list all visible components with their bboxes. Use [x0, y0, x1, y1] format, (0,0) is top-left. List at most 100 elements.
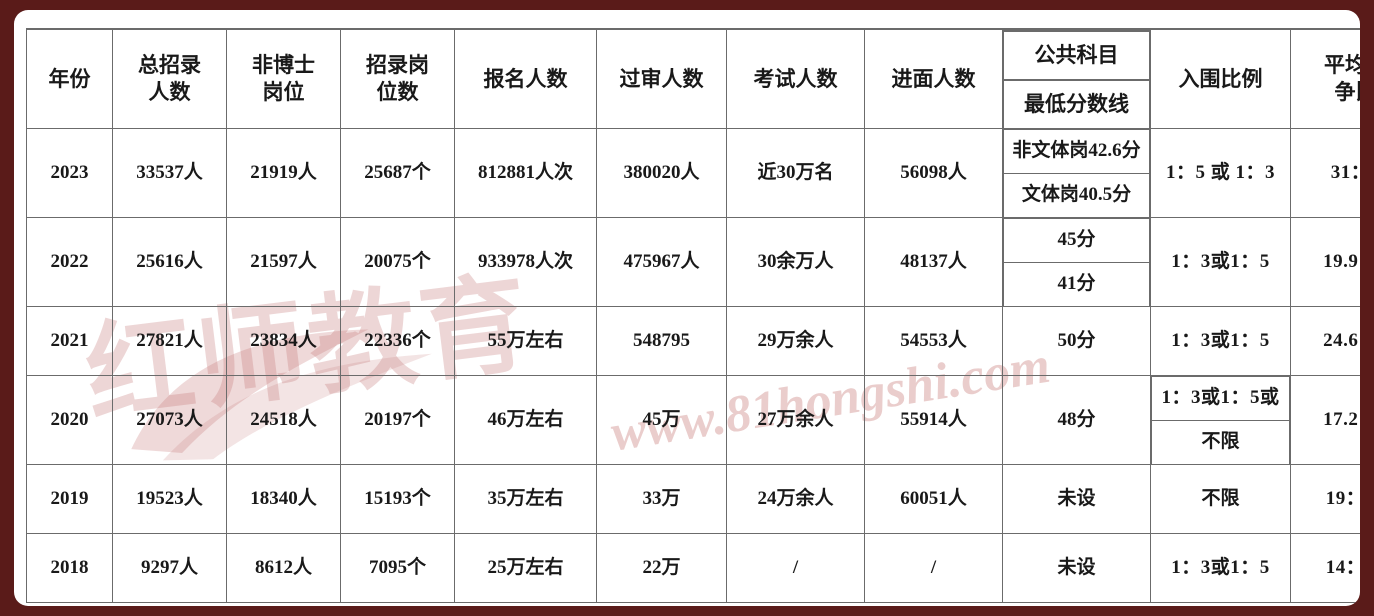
cell-interview-entrants: 54553人	[864, 306, 1003, 376]
col-header-year-label: 年份	[48, 66, 91, 91]
col-header-total-recruit: 总招录 人数	[112, 28, 227, 129]
col-header-shortlist-ratio-label: 入围比例	[1178, 66, 1263, 91]
cell-score-line: 未设	[1002, 533, 1151, 603]
col-header-avg-competition-label: 平均竞争比	[1324, 53, 1360, 104]
cell-applicants: 46万左右	[454, 375, 597, 465]
col-header-non-phd-posts: 非博士 岗位	[226, 28, 341, 129]
cell-year: 2022	[26, 217, 113, 307]
cell-avg-competition: 24.6：1	[1290, 306, 1360, 376]
shortlist-ratio-split: 1：3或1：5或 不限	[1151, 376, 1290, 464]
col-header-total-recruit-label: 总招录 人数	[138, 53, 201, 104]
cell-non-phd-posts: 24518人	[226, 375, 341, 465]
col-header-year: 年份	[26, 28, 113, 129]
cell-avg-competition: 19.9：1	[1290, 217, 1360, 307]
cell-applicants: 812881人次	[454, 128, 597, 218]
score-line-part: 非文体岗42.6分	[1003, 129, 1150, 174]
score-line-part: 41分	[1003, 261, 1150, 306]
cell-passed-review: 33万	[596, 464, 727, 534]
score-line-split: 非文体岗42.6分 文体岗40.5分	[1003, 129, 1150, 217]
cell-total-recruit: 9297人	[112, 533, 227, 603]
table-row: 2019 19523人 18340人 15193个 35万左右 33万 24万余…	[26, 464, 1360, 534]
cell-exam-takers: 30余万人	[726, 217, 865, 307]
col-header-non-phd-posts-label: 非博士 岗位	[252, 53, 315, 104]
cell-avg-competition: 19：01	[1290, 464, 1360, 534]
cell-exam-takers: 24万余人	[726, 464, 865, 534]
cell-post-count: 15193个	[340, 464, 455, 534]
cell-avg-competition: 31：1	[1290, 128, 1360, 218]
cell-non-phd-posts: 21919人	[226, 128, 341, 218]
cell-applicants: 25万左右	[454, 533, 597, 603]
col-header-interview-entrants-label: 进面人数	[891, 66, 976, 91]
cell-passed-review: 548795	[596, 306, 727, 376]
cell-non-phd-posts: 18340人	[226, 464, 341, 534]
military-civilian-recruitment-table: 年份 总招录 人数 非博士 岗位 招录岗 位数 报名人数 过审人数 考试人数 进面人数…	[26, 28, 1360, 603]
cell-shortlist-ratio: 1：3或1：5	[1150, 533, 1291, 603]
cell-avg-competition: 14：01	[1290, 533, 1360, 603]
cell-exam-takers: 27万余人	[726, 375, 865, 465]
col-header-avg-competition: 平均竞争比	[1290, 28, 1360, 129]
table-card: 红师教育 www.81hongshi.com 年份 总招录 人数	[14, 10, 1360, 606]
cell-post-count: 20075个	[340, 217, 455, 307]
table-row: 2018 9297人 8612人 7095个 25万左右 22万 / / 未设 …	[26, 533, 1360, 603]
col-header-exam-takers-label: 考试人数	[753, 66, 838, 91]
cell-interview-entrants: 48137人	[864, 217, 1003, 307]
score-line-split: 45分 41分	[1003, 218, 1150, 306]
cell-interview-entrants: 56098人	[864, 128, 1003, 218]
col-header-public-subject-bottom: 最低分数线	[1003, 78, 1150, 128]
cell-total-recruit: 27821人	[112, 306, 227, 376]
table-row: 2022 25616人 21597人 20075个 933978人次 47596…	[26, 217, 1360, 307]
cell-total-recruit: 19523人	[112, 464, 227, 534]
col-header-public-subject-top: 公共科目	[1003, 30, 1150, 80]
cell-year: 2023	[26, 128, 113, 218]
cell-year: 2020	[26, 375, 113, 465]
cell-non-phd-posts: 21597人	[226, 217, 341, 307]
table-row: 2023 33537人 21919人 25687个 812881人次 38002…	[26, 128, 1360, 218]
cell-exam-takers: 29万余人	[726, 306, 865, 376]
cell-post-count: 25687个	[340, 128, 455, 218]
cell-non-phd-posts: 23834人	[226, 306, 341, 376]
cell-score-line: 48分	[1002, 375, 1151, 465]
col-header-passed-review: 过审人数	[596, 28, 727, 129]
cell-score-line: 未设	[1002, 464, 1151, 534]
cell-post-count: 7095个	[340, 533, 455, 603]
col-header-passed-review-label: 过审人数	[619, 66, 704, 91]
cell-applicants: 55万左右	[454, 306, 597, 376]
header-row: 年份 总招录 人数 非博士 岗位 招录岗 位数 报名人数 过审人数 考试人数 进面人数…	[26, 28, 1360, 129]
shortlist-ratio-part: 1：3或1：5或	[1151, 376, 1290, 421]
cell-shortlist-ratio: 1：3或1：5或 不限	[1150, 375, 1291, 465]
col-header-shortlist-ratio: 入围比例	[1150, 28, 1291, 129]
table-row: 2020 27073人 24518人 20197个 46万左右 45万 27万余…	[26, 375, 1360, 465]
col-header-applicants-label: 报名人数	[483, 66, 568, 91]
cell-shortlist-ratio: 1：3或1：5	[1150, 306, 1291, 376]
cell-score-line: 非文体岗42.6分 文体岗40.5分	[1002, 128, 1151, 218]
table-header: 年份 总招录 人数 非博士 岗位 招录岗 位数 报名人数 过审人数 考试人数 进面人数…	[26, 28, 1360, 129]
cell-avg-competition: 17.2：1	[1290, 375, 1360, 465]
col-header-exam-takers: 考试人数	[726, 28, 865, 129]
col-header-interview-entrants: 进面人数	[864, 28, 1003, 129]
cell-passed-review: 475967人	[596, 217, 727, 307]
cell-non-phd-posts: 8612人	[226, 533, 341, 603]
cell-total-recruit: 27073人	[112, 375, 227, 465]
col-header-post-count-label: 招录岗 位数	[366, 53, 429, 104]
col-header-public-subject: 公共科目 最低分数线	[1002, 28, 1151, 129]
cell-passed-review: 380020人	[596, 128, 727, 218]
cell-exam-takers: 近30万名	[726, 128, 865, 218]
cell-applicants: 35万左右	[454, 464, 597, 534]
cell-passed-review: 45万	[596, 375, 727, 465]
cell-interview-entrants: /	[864, 533, 1003, 603]
col-header-applicants: 报名人数	[454, 28, 597, 129]
cell-exam-takers: /	[726, 533, 865, 603]
table-body: 2023 33537人 21919人 25687个 812881人次 38002…	[26, 128, 1360, 603]
cell-shortlist-ratio: 1：3或1：5	[1150, 217, 1291, 307]
cell-total-recruit: 25616人	[112, 217, 227, 307]
cell-score-line: 45分 41分	[1002, 217, 1151, 307]
cell-score-line: 50分	[1002, 306, 1151, 376]
cell-shortlist-ratio: 1：5 或 1：3	[1150, 128, 1291, 218]
cell-post-count: 20197个	[340, 375, 455, 465]
cell-interview-entrants: 60051人	[864, 464, 1003, 534]
cell-year: 2019	[26, 464, 113, 534]
cell-post-count: 22336个	[340, 306, 455, 376]
cell-year: 2021	[26, 306, 113, 376]
cell-year: 2018	[26, 533, 113, 603]
cell-shortlist-ratio: 不限	[1150, 464, 1291, 534]
